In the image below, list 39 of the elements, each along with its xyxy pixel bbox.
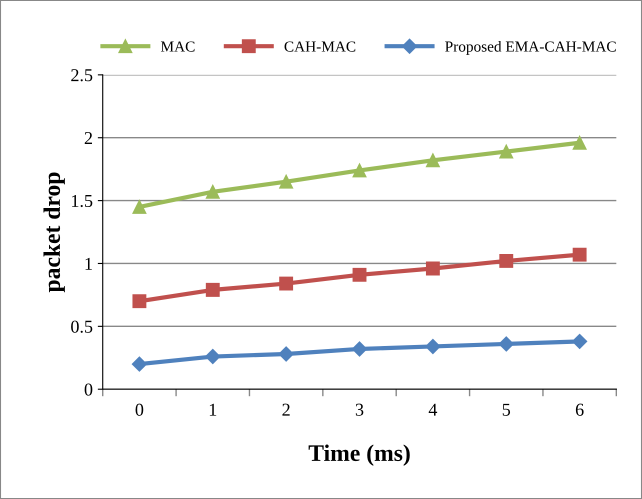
point <box>205 348 220 364</box>
point <box>352 341 368 357</box>
y-tick-label: 2.5 <box>71 69 92 82</box>
point <box>352 163 366 178</box>
point <box>279 276 294 291</box>
point <box>426 153 440 168</box>
y-tick-label: 0.5 <box>71 320 92 333</box>
x-tick-label: 3 <box>356 404 364 416</box>
point <box>278 346 294 362</box>
x-tick-label: 5 <box>502 404 510 416</box>
x-tick-label: 2 <box>282 404 290 416</box>
y-tick-label: 0 <box>84 383 92 396</box>
point <box>499 144 514 158</box>
x-axis-title: Time (ms) <box>308 444 410 466</box>
legend-label: Proposed EMA-CAH-MAC <box>445 40 616 55</box>
y-tick-label: 1.5 <box>72 194 92 208</box>
point <box>499 254 514 268</box>
y-tick-label: 2 <box>84 132 92 144</box>
y-tick-label: 1 <box>86 258 92 270</box>
x-tick-label: 0 <box>136 404 144 416</box>
point <box>425 338 440 354</box>
point <box>279 174 294 189</box>
point <box>498 336 514 352</box>
point <box>132 356 147 372</box>
y-axis-title: packet drop <box>43 172 65 292</box>
x-tick-label: 1 <box>210 404 216 416</box>
point <box>426 262 440 276</box>
x-tick-label: 6 <box>576 404 584 416</box>
point <box>572 334 588 350</box>
point <box>132 294 146 308</box>
point <box>572 248 587 262</box>
point <box>352 268 366 282</box>
point <box>572 136 587 150</box>
x-tick-label: 4 <box>428 404 438 416</box>
point <box>206 184 220 199</box>
legend-label: MAC <box>160 41 194 52</box>
legend-label: CAH-MAC <box>284 41 356 52</box>
point <box>132 200 146 214</box>
point <box>206 282 220 297</box>
